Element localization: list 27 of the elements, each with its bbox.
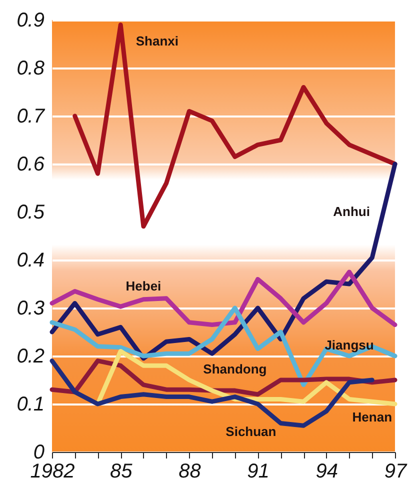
x-tick-label: 91 [247,460,270,482]
x-tick-label: 94 [316,460,338,482]
series-label: Henan [352,409,392,424]
series-label: Shandong [203,361,267,376]
y-tick-label: 0.7 [16,106,46,128]
series-label: Hebei [126,278,162,294]
y-tick-label: 0.9 [16,10,44,32]
y-tick-label: 0.8 [16,58,44,80]
line-series [50,306,398,388]
y-tick-label: 0.1 [16,394,44,416]
series-label: Jiangsu [324,337,374,352]
line-series [50,270,398,328]
line-series [50,162,398,361]
y-tick-label: 0.5 [16,202,46,224]
x-tick-label: 97 [384,460,408,482]
series-label: Shanxi [136,34,178,49]
series-label: Sichuan [226,424,276,439]
y-tick-label: 0.6 [16,154,46,176]
line-series [72,22,398,229]
y-tick-label: 0.2 [16,346,44,368]
series-label: Anhui [333,204,370,219]
y-tick-label: 0.4 [16,250,44,272]
x-tick-label: 88 [178,460,201,482]
x-tick-label: 1982 [30,460,75,482]
y-tick-label: 0 [33,442,44,464]
x-tick-label: 85 [110,460,134,482]
y-tick-label: 0.3 [16,298,44,320]
